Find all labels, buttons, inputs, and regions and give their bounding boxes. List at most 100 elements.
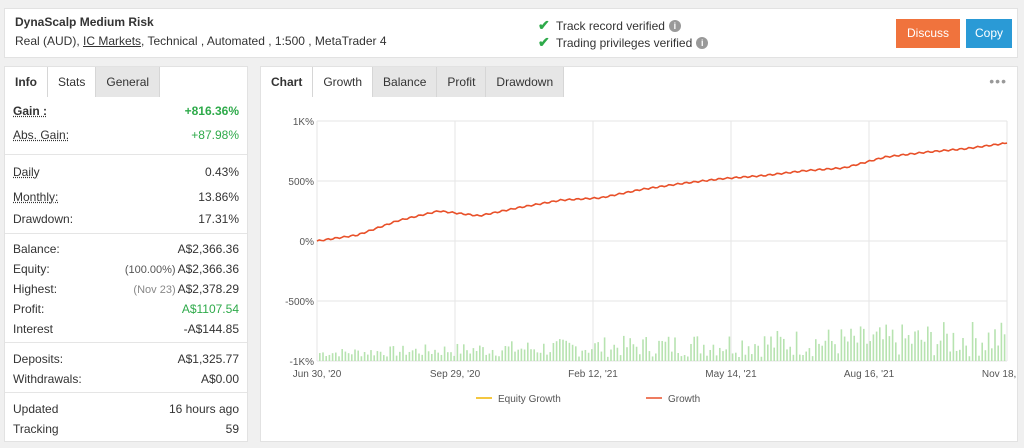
check-icon: ✔ (538, 17, 550, 33)
ellipsis-icon[interactable]: ••• (989, 73, 1007, 89)
updated-label: Updated (13, 402, 59, 416)
activity-bar (565, 340, 567, 361)
activity-bar (635, 346, 638, 361)
tracking-label: Tracking (13, 422, 59, 436)
activity-bar (584, 349, 587, 361)
activity-bar (600, 351, 603, 361)
activity-bar (616, 347, 619, 361)
activity-bar (719, 347, 721, 361)
activity-bar (795, 331, 798, 361)
tracking-value: 59 (225, 422, 239, 436)
copy-button[interactable]: Copy (966, 19, 1012, 48)
stat-balance: Balance: A$2,366.36 (13, 240, 239, 258)
activity-bar (648, 351, 651, 361)
stat-drawdown: Drawdown: 17.31% (13, 210, 239, 228)
activity-bar (680, 356, 683, 361)
stat-profit: Profit: A$1107.54 (13, 300, 239, 318)
activity-bar (799, 354, 801, 361)
activity-bar (811, 356, 814, 361)
activity-bar (571, 344, 574, 361)
activity-bar (898, 354, 900, 361)
broker-link[interactable]: IC Markets (83, 34, 142, 48)
activity-bar (914, 331, 916, 361)
stat-updated: Updated 16 hours ago (13, 400, 239, 418)
activity-bar (696, 336, 699, 361)
daily-label[interactable]: Daily (13, 165, 40, 179)
activity-bar (722, 351, 724, 361)
activity-bar (975, 338, 977, 361)
activity-bar (994, 329, 996, 361)
activity-bar (875, 331, 878, 361)
activity-bar (379, 351, 382, 361)
tab-stats[interactable]: Stats (48, 67, 97, 97)
discuss-button[interactable]: Discuss (896, 19, 960, 48)
tab-profit[interactable]: Profit (437, 67, 487, 97)
activity-bar (501, 350, 503, 361)
info-icon[interactable]: i (668, 19, 681, 32)
activity-bar (632, 344, 635, 361)
activity-bar (930, 331, 932, 361)
activity-bar (360, 356, 363, 361)
activity-bar (578, 356, 580, 361)
activity-bar (463, 344, 465, 361)
activity-bar (843, 336, 846, 361)
tab-drawdown[interactable]: Drawdown (486, 67, 565, 97)
activity-bar (351, 354, 353, 361)
trading-privileges-verified: ✔ Trading privileges verified i (538, 34, 709, 51)
activity-bar (443, 346, 446, 361)
activity-bar (770, 336, 772, 361)
activity-bar (626, 347, 628, 361)
activity-bar (687, 356, 689, 361)
gain-label[interactable]: Gain : (13, 104, 48, 118)
activity-bar (911, 343, 913, 361)
activity-bar (386, 356, 388, 361)
tab-growth[interactable]: Growth (313, 67, 374, 97)
activity-bar (395, 355, 398, 361)
activity-bar (907, 335, 910, 361)
tab-balance[interactable]: Balance (373, 67, 438, 97)
activity-bar (879, 327, 881, 361)
activity-bar (440, 354, 443, 361)
drawdown-label: Drawdown: (13, 212, 74, 226)
monthly-label[interactable]: Monthly: (13, 190, 59, 204)
highest-value: A$2,378.29 (177, 282, 239, 296)
tab-info[interactable]: Info (5, 67, 48, 97)
activity-bar (639, 354, 641, 361)
activity-bar (767, 344, 769, 361)
info-icon[interactable]: i (696, 36, 709, 49)
activity-bar (888, 336, 891, 361)
activity-bar (543, 343, 545, 361)
activity-bar (946, 333, 948, 361)
activity-bar (479, 345, 481, 361)
activity-bar (319, 353, 321, 361)
activity-bar (402, 345, 404, 361)
activity-bar (642, 339, 644, 361)
activity-bar (427, 351, 430, 361)
chart-panel: Chart Growth Balance Profit Drawdown •••… (260, 66, 1018, 442)
divider (5, 392, 247, 393)
activity-bar (453, 355, 455, 361)
system-name: DynaScalp Medium Risk (15, 15, 154, 29)
activity-bar (997, 345, 999, 361)
activity-bar (962, 337, 964, 361)
activity-bar (955, 350, 958, 361)
activity-bar (757, 345, 759, 361)
tab-general[interactable]: General (96, 67, 161, 97)
activity-bar (418, 353, 420, 361)
activity-bar (431, 353, 433, 361)
divider (5, 233, 247, 234)
stat-gain: Gain : +816.36% (13, 102, 239, 120)
abs-gain-label[interactable]: Abs. Gain: (13, 128, 70, 142)
activity-bar (683, 355, 686, 361)
activity-bar (338, 356, 340, 361)
activity-bar (923, 341, 926, 361)
activity-bar (763, 336, 766, 361)
divider (5, 342, 247, 343)
activity-bar (610, 349, 612, 361)
activity-bar (485, 354, 487, 361)
chart-label: Chart (261, 67, 314, 97)
activity-bar (699, 353, 702, 361)
activity-bar (594, 343, 596, 361)
track-record-label: Track record verified (556, 18, 665, 33)
activity-bar (895, 342, 897, 361)
